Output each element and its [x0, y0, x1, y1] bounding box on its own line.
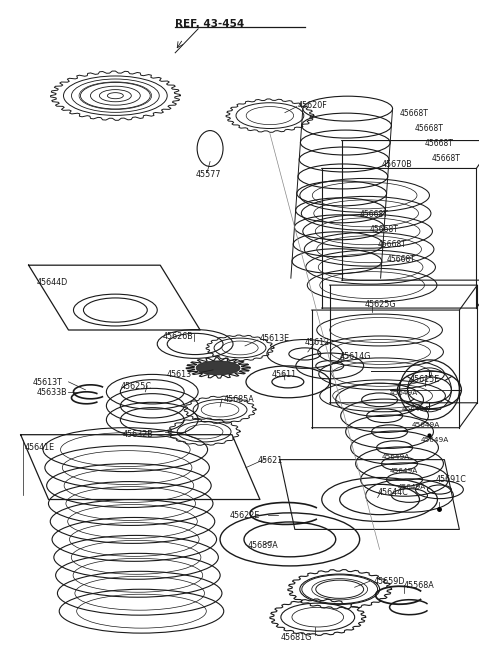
Text: 45681G: 45681G: [280, 633, 312, 642]
Text: 45668T: 45668T: [432, 154, 460, 162]
Text: 45670B: 45670B: [382, 160, 412, 170]
Text: 45613E: 45613E: [260, 334, 290, 343]
Ellipse shape: [196, 361, 240, 375]
Text: 45568A: 45568A: [404, 581, 434, 590]
Text: 45644D: 45644D: [36, 278, 68, 287]
Text: 45613: 45613: [166, 370, 192, 379]
Text: 45668T: 45668T: [370, 225, 398, 234]
Text: 45641E: 45641E: [24, 443, 55, 451]
Text: 45649A: 45649A: [420, 437, 449, 443]
Text: 45632B: 45632B: [122, 430, 153, 439]
Text: 45668T: 45668T: [386, 255, 416, 264]
Text: 45614G: 45614G: [340, 352, 371, 361]
Text: 45577: 45577: [195, 170, 221, 180]
Text: 45649A: 45649A: [390, 390, 418, 396]
Text: 45685A: 45685A: [224, 395, 255, 404]
Text: 45620F: 45620F: [298, 101, 327, 110]
Text: 45649A: 45649A: [402, 406, 430, 412]
Text: 45625G: 45625G: [365, 300, 396, 309]
Text: 45668T: 45668T: [424, 139, 453, 148]
Text: 45668T: 45668T: [378, 240, 407, 249]
Text: REF. 43-454: REF. 43-454: [175, 19, 244, 29]
Text: 45613T: 45613T: [33, 378, 62, 387]
Text: 45625C: 45625C: [120, 382, 151, 391]
Text: 45689A: 45689A: [248, 541, 279, 550]
Text: 45615E: 45615E: [409, 375, 440, 384]
Text: 45649A: 45649A: [397, 484, 426, 490]
Text: 45668T: 45668T: [360, 211, 388, 219]
Text: 45649A: 45649A: [390, 467, 418, 474]
Text: 45633B: 45633B: [36, 388, 67, 397]
Text: 45612: 45612: [305, 338, 330, 347]
Text: 45668T: 45668T: [399, 109, 429, 117]
Text: 45644C: 45644C: [378, 488, 408, 496]
Text: 45659D: 45659D: [373, 578, 405, 586]
Text: 45649A: 45649A: [411, 422, 440, 428]
Text: 45622E: 45622E: [230, 512, 261, 521]
Text: 45611: 45611: [272, 370, 297, 379]
Text: 45621: 45621: [258, 455, 283, 465]
Text: 45649A: 45649A: [382, 453, 410, 459]
Text: 45668T: 45668T: [415, 123, 444, 133]
Text: 45626B: 45626B: [162, 332, 193, 341]
Text: 45691C: 45691C: [435, 475, 466, 484]
